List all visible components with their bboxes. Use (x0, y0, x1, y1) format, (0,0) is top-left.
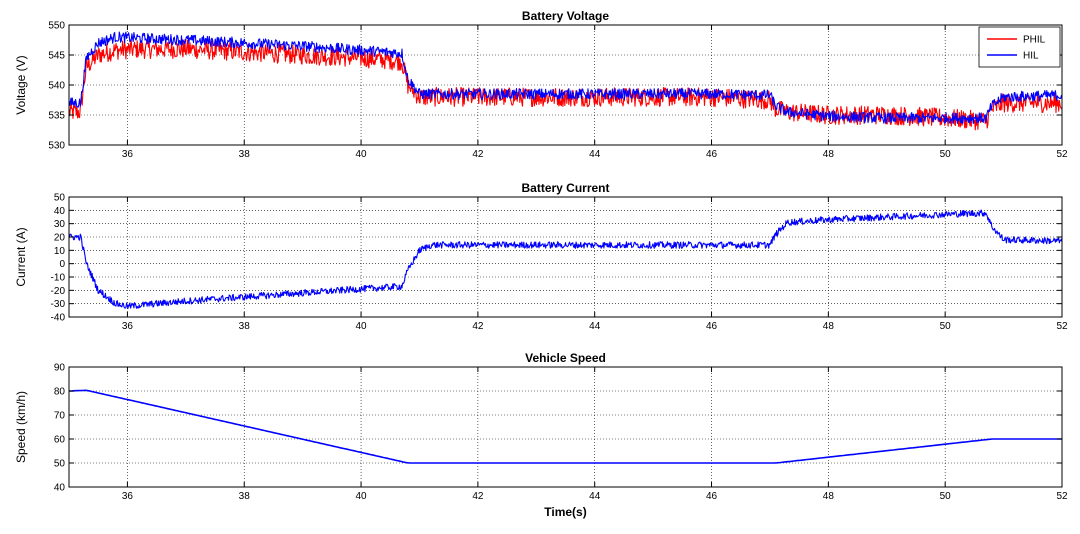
x-tick-label: 50 (940, 491, 952, 502)
x-tick-label: 50 (940, 321, 952, 332)
y-tick-label: 80 (54, 387, 66, 398)
y-axis-label: Voltage (V) (14, 55, 28, 114)
x-tick-label: 38 (239, 149, 251, 160)
legend-label-hil: HIL (1023, 51, 1039, 62)
plot-battery-current: 36 38 40 42 44 46 48 50 52 -40 -30 -20 -10 0 10 20 30 40 5… (14, 181, 1068, 332)
series-line-series-0 (68, 389, 1062, 464)
plot-frame (68, 366, 1063, 488)
x-tick-label: 40 (355, 149, 367, 160)
y-tick-label: 540 (48, 81, 65, 92)
x-tick-label: 48 (823, 149, 835, 160)
y-tick-label: 40 (54, 483, 66, 494)
plot-title: Vehicle Speed (525, 351, 606, 365)
x-tick-label: 44 (589, 491, 601, 502)
x-tick-label: 46 (706, 491, 718, 502)
y-tick-label: -30 (51, 299, 66, 310)
plot-vehicle-speed: 36 38 40 42 44 46 48 50 52 40 50 60 70 80 90 Vehicle Sp… (14, 351, 1068, 519)
y-tick-label: 60 (54, 435, 66, 446)
y-tick-label: -10 (51, 273, 66, 284)
y-axis-label: Speed (km/h) (14, 391, 28, 463)
plot-frame (68, 196, 1063, 318)
y-tick-label: 30 (54, 219, 66, 230)
y-tick-label: -20 (51, 286, 66, 297)
x-tick-label: 36 (122, 149, 134, 160)
legend-label-phil: PHIL (1023, 35, 1046, 46)
x-tick-label: 36 (122, 491, 134, 502)
x-tick-label: 38 (239, 321, 251, 332)
series-line-hil (68, 31, 1063, 124)
y-tick-label: 0 (59, 259, 65, 270)
x-tick-label: 44 (589, 321, 601, 332)
y-tick-label: 530 (48, 141, 65, 152)
x-tick-label: 52 (1056, 149, 1068, 160)
x-tick-label: 40 (355, 321, 367, 332)
x-tick-label: 40 (355, 491, 367, 502)
legend-box (978, 26, 1061, 68)
x-tick-label: 52 (1056, 491, 1068, 502)
x-tick-label: 48 (823, 491, 835, 502)
plot-area (69, 367, 1062, 487)
x-tick-label: 46 (706, 149, 718, 160)
series-line-series-0 (68, 209, 1063, 310)
x-tick-label: 38 (239, 491, 251, 502)
legend: PHIL HIL (978, 26, 1061, 68)
x-tick-label: 42 (472, 491, 484, 502)
y-tick-label: 550 (48, 21, 65, 32)
x-tick-label: 52 (1056, 321, 1068, 332)
y-tick-label: -40 (51, 313, 66, 324)
y-tick-label: 10 (54, 246, 66, 257)
y-tick-label: 90 (54, 363, 66, 374)
y-tick-label: 50 (54, 459, 66, 470)
x-tick-label: 36 (122, 321, 134, 332)
x-tick-label: 42 (472, 149, 484, 160)
y-tick-label: 545 (48, 51, 65, 62)
x-tick-label: 44 (589, 149, 601, 160)
y-tick-label: 20 (54, 233, 66, 244)
plot-battery-voltage: 36 38 40 42 44 46 48 50 52 530 535 540 545 550 Battery… (14, 9, 1068, 160)
x-tick-label: 42 (472, 321, 484, 332)
x-tick-label: 46 (706, 321, 718, 332)
y-tick-label: 50 (54, 193, 66, 204)
y-tick-label: 40 (54, 206, 66, 217)
x-axis-label: Time(s) (544, 505, 586, 519)
x-tick-label: 50 (940, 149, 952, 160)
x-tick-label: 48 (823, 321, 835, 332)
y-tick-label: 535 (48, 111, 65, 122)
plot-area (69, 197, 1062, 317)
plot-title: Battery Current (521, 181, 609, 195)
plot-title: Battery Voltage (522, 9, 609, 23)
y-tick-label: 70 (54, 411, 66, 422)
y-axis-label: Current (A) (14, 227, 28, 286)
